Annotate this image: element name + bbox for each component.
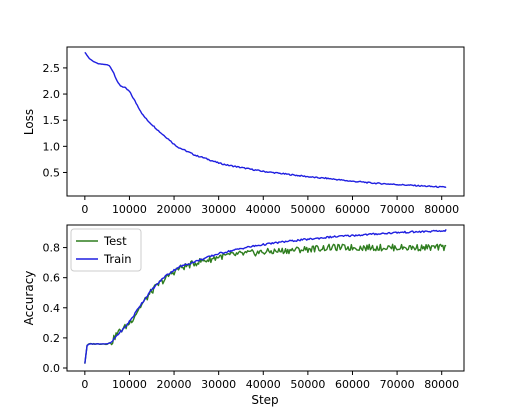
accuracy-x-tick-label: 0 — [81, 378, 88, 391]
accuracy-x-tick-label: 30000 — [201, 378, 236, 391]
accuracy-x-tick-label: 80000 — [424, 378, 459, 391]
loss-x-ticks: 0 10000 20000 30000 40000 50000 60000 70000 8000… — [81, 196, 459, 216]
legend-label-test: Test — [103, 234, 127, 248]
loss-x-tick-label: 40000 — [246, 203, 281, 216]
accuracy-axes: 0.0 0.2 0.4 0.6 0.8 0 10000 20000 30000 40000 500… — [22, 224, 465, 407]
loss-axes: 0.5 1.0 1.5 2.0 2.5 0 10000 20000 30000 40000 500… — [22, 46, 465, 216]
accuracy-x-tick-label: 20000 — [157, 378, 192, 391]
loss-x-tick-label: 70000 — [380, 203, 415, 216]
accuracy-x-tick-label: 10000 — [112, 378, 147, 391]
series-line-loss — [84, 51, 447, 189]
accuracy-y-tick-label: 0.8 — [43, 242, 61, 255]
accuracy-x-axis-label: Step — [251, 393, 278, 407]
legend-frame — [70, 228, 142, 272]
accuracy-x-tick-label: 50000 — [290, 378, 325, 391]
loss-y-tick-label: 2.5 — [43, 62, 61, 75]
loss-y-tick-label: 2.0 — [43, 88, 61, 101]
loss-x-tick-label: 0 — [81, 203, 88, 216]
accuracy-y-tick-label: 0.2 — [43, 332, 61, 345]
accuracy-y-tick-label: 0.0 — [43, 362, 61, 375]
loss-x-tick-label: 30000 — [201, 203, 236, 216]
loss-x-tick-label: 50000 — [290, 203, 325, 216]
accuracy-x-tick-label: 40000 — [246, 378, 281, 391]
loss-y-axis-label: Loss — [22, 109, 36, 135]
loss-series-group — [84, 51, 447, 189]
accuracy-y-ticks: 0.0 0.2 0.4 0.6 0.8 — [43, 242, 67, 375]
loss-y-ticks: 0.5 1.0 1.5 2.0 2.5 — [43, 62, 67, 179]
loss-x-tick-label: 20000 — [157, 203, 192, 216]
loss-x-tick-label: 10000 — [112, 203, 147, 216]
accuracy-axes-frame — [66, 224, 465, 372]
accuracy-y-tick-label: 0.4 — [43, 302, 61, 315]
loss-axes-frame — [66, 46, 465, 197]
loss-y-tick-label: 1.5 — [43, 114, 61, 127]
loss-y-tick-label: 1.0 — [43, 140, 61, 153]
legend-label-train: Train — [103, 252, 132, 266]
accuracy-series-group — [84, 229, 447, 364]
accuracy-y-tick-label: 0.6 — [43, 272, 61, 285]
accuracy-x-ticks: 0 10000 20000 30000 40000 50000 60000 70000 8000… — [81, 371, 459, 391]
accuracy-x-tick-label: 70000 — [380, 378, 415, 391]
loss-x-tick-label: 80000 — [424, 203, 459, 216]
loss-x-tick-label: 60000 — [335, 203, 370, 216]
loss-y-tick-label: 0.5 — [43, 166, 61, 179]
accuracy-y-axis-label: Accuracy — [22, 271, 36, 326]
series-line-train — [84, 229, 447, 364]
accuracy-x-tick-label: 60000 — [335, 378, 370, 391]
accuracy-legend: Test Train — [70, 228, 142, 272]
